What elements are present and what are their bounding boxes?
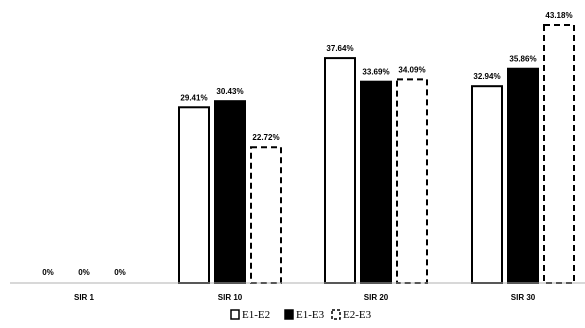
legend-swatch-e1-e2 <box>230 309 240 320</box>
category-label: SIR 1 <box>74 293 95 302</box>
value-labels-layer: 0% 0% 0% 29.41% 30.43% 22.72% 37.64% 33.69% 34.0… <box>42 11 572 277</box>
value-label: 29.41% <box>180 93 207 102</box>
legend: E1-E2 E1-E3 E2-E3 <box>230 309 372 321</box>
category-label: SIR 20 <box>364 293 389 302</box>
legend-swatch-e2-e3 <box>331 309 341 320</box>
bar-e1-e2-sir-20 <box>324 57 356 284</box>
legend-label-e1-e2: E1-E2 <box>242 309 270 321</box>
value-label: 30.43% <box>216 87 243 96</box>
value-label: 37.64% <box>326 44 353 53</box>
bar-e1-e2-sir-30 <box>471 85 503 284</box>
bar-e1-e3-sir-10 <box>214 100 246 284</box>
legend-swatch-e1-e3 <box>284 309 294 320</box>
bar-e1-e3-sir-30 <box>507 67 539 285</box>
value-label: 22.72% <box>252 133 279 142</box>
category-label: SIR 30 <box>511 293 536 302</box>
bar-e2-e3-sir-30 <box>543 24 575 284</box>
value-label: 34.09% <box>398 65 425 74</box>
bar-e1-e2-sir-10 <box>178 106 210 284</box>
value-label: 0% <box>78 268 90 277</box>
value-label: 0% <box>42 268 54 277</box>
bar-e2-e3-sir-10 <box>250 146 282 284</box>
legend-label-e1-e3: E1-E3 <box>296 309 325 321</box>
bar-e1-e3-sir-20 <box>360 80 392 284</box>
value-label: 32.94% <box>473 72 500 81</box>
bar-e2-e3-sir-20 <box>396 78 428 285</box>
value-label: 33.69% <box>362 68 389 77</box>
value-label: 43.18% <box>545 11 572 20</box>
category-labels-layer: SIR 1 SIR 10 SIR 20 SIR 30 <box>74 293 536 302</box>
value-label: 0% <box>114 268 126 277</box>
legend-label-e2-e3: E2-E3 <box>343 309 372 321</box>
category-label: SIR 10 <box>218 293 243 302</box>
value-label: 35.86% <box>509 55 536 64</box>
